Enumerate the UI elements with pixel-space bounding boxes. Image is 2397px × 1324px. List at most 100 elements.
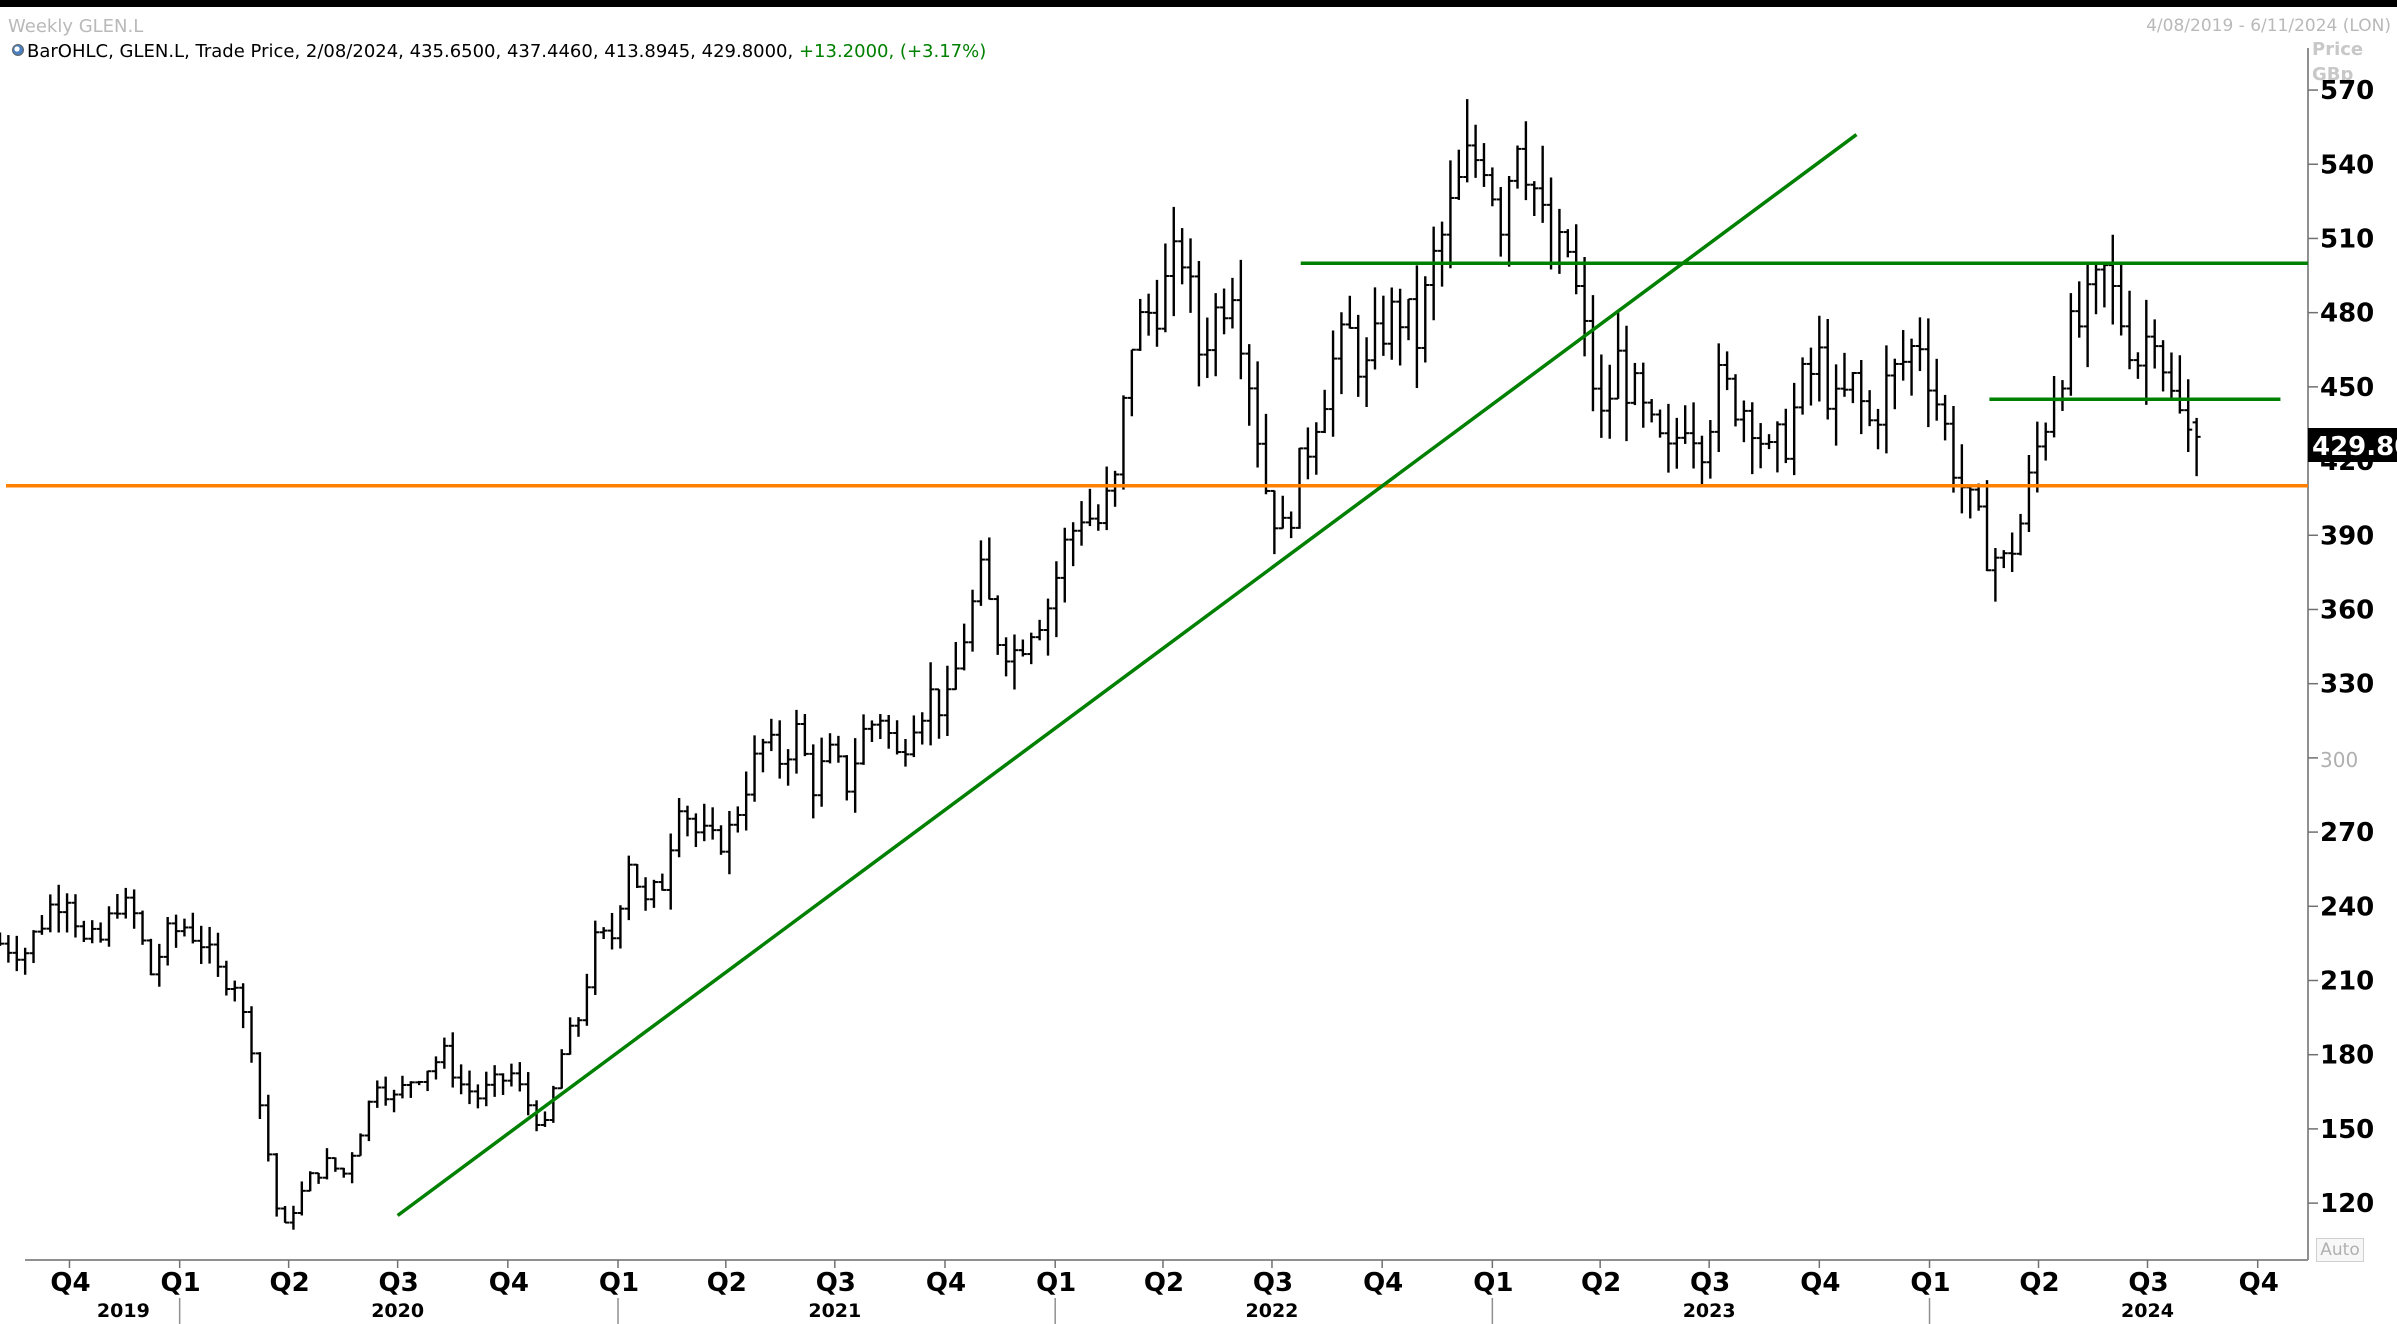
ohlc-bar <box>1974 483 1983 511</box>
ohlc-bar <box>675 798 684 858</box>
legend[interactable]: BarOHLC, GLEN.L, Trade Price, 2/08/2024,… <box>12 41 986 62</box>
ohlc-bar <box>21 947 30 975</box>
quarter-tick-label: Q1 <box>1910 1268 1950 1298</box>
ohlc-bar <box>4 935 13 963</box>
ohlc-bar <box>2058 380 2067 411</box>
ohlc-bar <box>1278 495 1287 530</box>
ohlc-bar <box>146 938 155 976</box>
ohlc-bar <box>1991 548 2000 602</box>
ohlc-bar <box>1521 121 1530 201</box>
ohlc-bar <box>1060 527 1069 603</box>
ohlc-bar <box>297 1181 306 1216</box>
ohlc-bar <box>1714 343 1723 452</box>
ohlc-bar <box>1446 160 1455 269</box>
ohlc-bar <box>1253 361 1262 468</box>
year-label: 2019 <box>97 1300 150 1322</box>
ohlc-bar <box>985 537 994 601</box>
time-axis[interactable]: Q4 Q1 Q2 Q3 Q4 Q1 Q2 Q3 Q4 Q1 Q2 Q3 Q4 Q1 Q2 Q3 Q4 Q1 Q2 Q3… <box>50 1260 2279 1324</box>
quarter-tick-label: Q1 <box>1036 1268 1076 1298</box>
ohlc-bar <box>700 803 709 842</box>
ohlc-bar <box>859 714 868 765</box>
y-tick-label: 210 <box>2320 966 2374 996</box>
ohlc-bar <box>1136 298 1145 351</box>
ohlc-bar <box>1832 364 1841 446</box>
ohlc-bar <box>1656 409 1665 438</box>
ohlc-bar <box>1337 312 1346 395</box>
ohlc-bar <box>1077 501 1086 546</box>
ohlc-bar <box>63 893 72 933</box>
ohlc-bar <box>708 807 717 840</box>
ohlc-bar <box>2041 422 2050 461</box>
ohlc-bar <box>893 720 902 755</box>
ohlc-bar <box>2050 376 2059 438</box>
ohlc-bar <box>1983 480 1992 572</box>
ohlc-bar <box>482 1071 491 1107</box>
ohlc-bar <box>549 1085 558 1123</box>
ohlc-bar <box>1387 287 1396 360</box>
ohlc-bar <box>666 833 675 910</box>
ohlc-bar <box>1681 405 1690 444</box>
quarter-tick-label: Q2 <box>1581 1268 1621 1298</box>
ohlc-bar <box>1287 511 1296 539</box>
ohlc-bar <box>197 925 206 965</box>
ohlc-bar <box>1731 374 1740 427</box>
y-tick-label: 240 <box>2320 892 2374 922</box>
ohlc-bar <box>1781 408 1790 464</box>
ohlc-bar <box>800 714 809 757</box>
ohlc-bar <box>691 813 700 848</box>
ohlc-bar <box>834 735 843 763</box>
ohlc-bar <box>515 1062 524 1092</box>
ohlc-bar <box>1295 447 1304 529</box>
ohlc-bar <box>230 980 239 1002</box>
ohlc-bar <box>247 1006 256 1063</box>
ohlc-bar <box>926 662 935 746</box>
ohlc-bar <box>1739 400 1748 443</box>
ohlc-bar <box>540 1111 549 1127</box>
ohlc-bar <box>381 1076 390 1106</box>
ohlc-bar <box>1270 489 1279 555</box>
price-axis[interactable]: Price GBp 120 150 180 210 240 270 300 330 360 390… <box>2308 39 2374 1219</box>
ohlc-bar <box>306 1171 315 1192</box>
currency-unit-label: GBp <box>2312 64 2353 85</box>
ohlc-bar <box>1647 399 1656 423</box>
ohlc-bar <box>1362 337 1371 408</box>
ohlc-bar <box>272 1153 281 1217</box>
ohlc-bar <box>784 749 793 786</box>
ohlc-bar <box>608 912 617 950</box>
ohlc-bar <box>767 718 776 752</box>
uptrend-line[interactable] <box>396 133 1858 1217</box>
ohlc-bar <box>2066 293 2075 396</box>
ohlc-bar <box>1144 293 1153 336</box>
ohlc-bar <box>46 894 55 933</box>
ohlc-bar <box>1027 632 1036 665</box>
ohlc-bar <box>1630 362 1639 406</box>
ohlc-bar <box>255 1052 264 1120</box>
ohlc-bar <box>1203 317 1212 379</box>
ohlc-bar <box>1756 423 1765 469</box>
ohlc-bar <box>1429 226 1438 321</box>
ohlc-bar <box>1463 99 1472 183</box>
ohlc-bar <box>1513 145 1522 189</box>
ohlc-bar <box>1404 298 1413 341</box>
ohlc-bar <box>1161 243 1170 333</box>
auto-scale-button[interactable]: Auto <box>2316 1238 2364 1262</box>
ohlc-bar <box>1924 318 1933 428</box>
ohlc-bar <box>1085 488 1094 527</box>
ohlc-bar <box>1354 314 1363 397</box>
ohlc-bar <box>1890 358 1899 410</box>
ohlc-bar <box>1823 318 1832 420</box>
ohlc-bar <box>792 709 801 774</box>
ohlc-bar <box>2008 532 2017 572</box>
ohlc-bar <box>440 1037 449 1069</box>
series-globe-icon <box>12 44 24 56</box>
ohlc-bar <box>1874 408 1883 450</box>
year-label: 2021 <box>808 1300 861 1322</box>
ohlc-bar <box>1538 145 1547 223</box>
ohlc-bar <box>96 922 105 943</box>
ohlc-bar <box>750 735 759 802</box>
ohlc-bar <box>2092 264 2101 315</box>
ohlc-bar-last <box>2192 417 2201 477</box>
ohlc-bar <box>918 712 927 745</box>
ohlc-bar <box>1119 395 1128 490</box>
